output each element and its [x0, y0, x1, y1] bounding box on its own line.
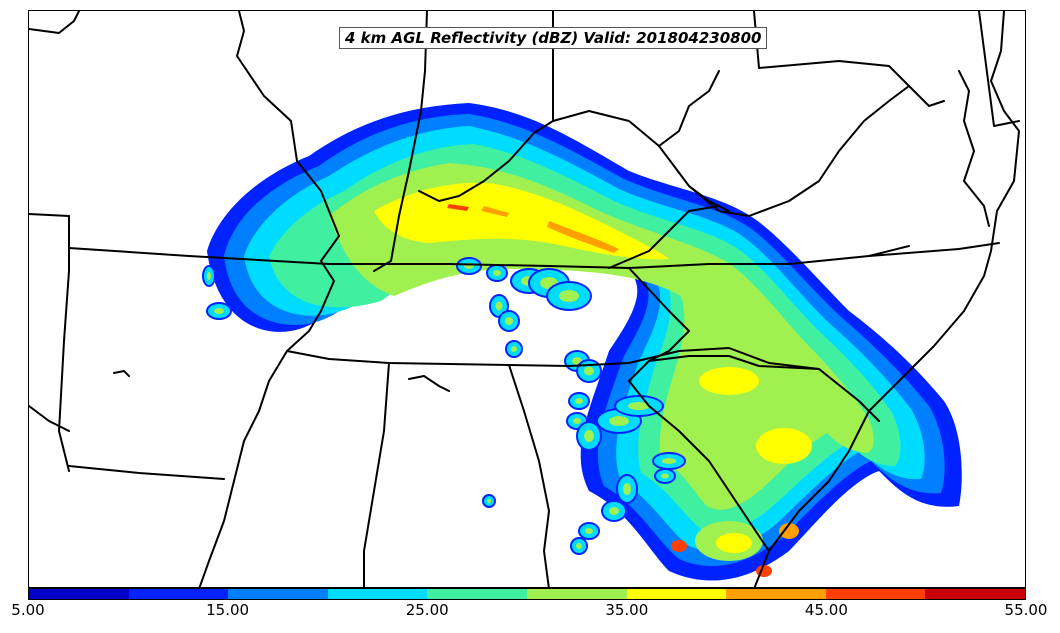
border-sc-nc: [648, 355, 820, 370]
border-mississippi-river-south: [198, 350, 288, 587]
border-north-west: [29, 11, 80, 34]
echo-cell-core: [559, 290, 579, 302]
map-panel: 4 km AGL Reflectivity (dBZ) Valid: 20180…: [28, 10, 1026, 588]
border-ohio-wv: [658, 70, 720, 147]
echo-streak-orange-2: [481, 206, 509, 217]
colorbar-segment: [29, 589, 129, 599]
reflectivity-echo-layer: [202, 103, 962, 581]
echo-cell-core: [493, 270, 501, 276]
state-borders: [29, 11, 1020, 587]
colorbar: [28, 588, 1026, 600]
echo-cell-core: [662, 458, 676, 464]
echo-cell-core: [628, 402, 650, 410]
border-kentucky-virginia: [608, 205, 720, 269]
chesapeake-bay: [958, 70, 990, 227]
reflectivity-map: [29, 11, 1020, 587]
lake-outline-2: [113, 370, 130, 377]
echo-cell-core: [576, 543, 582, 549]
border-arkansas-louisiana: [68, 465, 225, 480]
echo-cell-core: [487, 499, 491, 503]
border-pennsylvania: [753, 11, 945, 107]
colorbar-tick-label: 15.00: [206, 601, 250, 619]
echo-cell-orange: [779, 523, 799, 539]
border-maryland: [978, 11, 1020, 127]
border-kentucky-wv-line: [688, 185, 730, 212]
border-arkansas-missouri: [58, 215, 70, 472]
border-mississippi-river-north: [236, 11, 340, 352]
echo-cell-core: [511, 346, 517, 352]
border-illinois-indiana: [373, 11, 428, 272]
echo-cell-red: [671, 540, 687, 552]
border-oklahoma: [29, 405, 70, 432]
colorbar-tick-label: 35.00: [605, 601, 649, 619]
echo-streak-red-1: [447, 204, 469, 211]
colorbar-tick-label: 25.00: [405, 601, 449, 619]
echo-cell-yellow: [756, 428, 812, 464]
colorbar-segment: [526, 589, 627, 599]
echo-cell-core: [207, 272, 211, 280]
colorbar-segment: [228, 589, 328, 599]
colorbar-tick-label: 45.00: [804, 601, 848, 619]
echo-cell-core: [609, 507, 619, 515]
colorbar-segment: [327, 589, 428, 599]
border-iowa-missouri: [29, 213, 70, 217]
colorbar-segment: [925, 589, 1025, 599]
echo-cell-core: [584, 430, 594, 442]
echo-cell-yellow: [699, 367, 759, 395]
echo-band-lime: [329, 163, 874, 510]
echo-cell-core: [661, 473, 669, 479]
echo-streak-orange-1: [547, 221, 619, 253]
border-georgia-sc: [628, 380, 770, 552]
echo-cell-core: [573, 418, 581, 424]
colorbar-segment: [726, 589, 826, 599]
echo-cell-core: [214, 308, 224, 314]
border-indiana-ohio: [418, 11, 554, 202]
map-title: 4 km AGL Reflectivity (dBZ) Valid: 20180…: [339, 27, 768, 49]
colorbar-tick-label: 5.00: [11, 601, 45, 619]
colorbar-segment: [626, 589, 727, 599]
atlantic-coastline: [753, 11, 1020, 587]
border-tennessee-nc: [628, 267, 690, 382]
echo-cell-core: [585, 528, 593, 534]
colorbar-tick-label: 55.00: [1004, 601, 1048, 619]
echo-cell-core: [505, 317, 513, 325]
echo-cell-core: [495, 301, 503, 311]
lake-outline: [408, 375, 450, 392]
border-mississippi-alabama: [363, 362, 390, 587]
echo-cell-core: [584, 366, 594, 376]
echo-cell-yellow: [716, 533, 752, 553]
echo-cell-core: [609, 416, 629, 426]
colorbar-segment: [825, 589, 926, 599]
echo-cell-core: [575, 398, 583, 404]
border-wv-virginia: [748, 85, 910, 217]
border-alabama-georgia: [508, 364, 550, 587]
colorbar-segment: [427, 589, 527, 599]
colorbar-segment: [128, 589, 229, 599]
echo-cell-core: [623, 483, 631, 495]
border-virginia-nc: [868, 245, 910, 257]
